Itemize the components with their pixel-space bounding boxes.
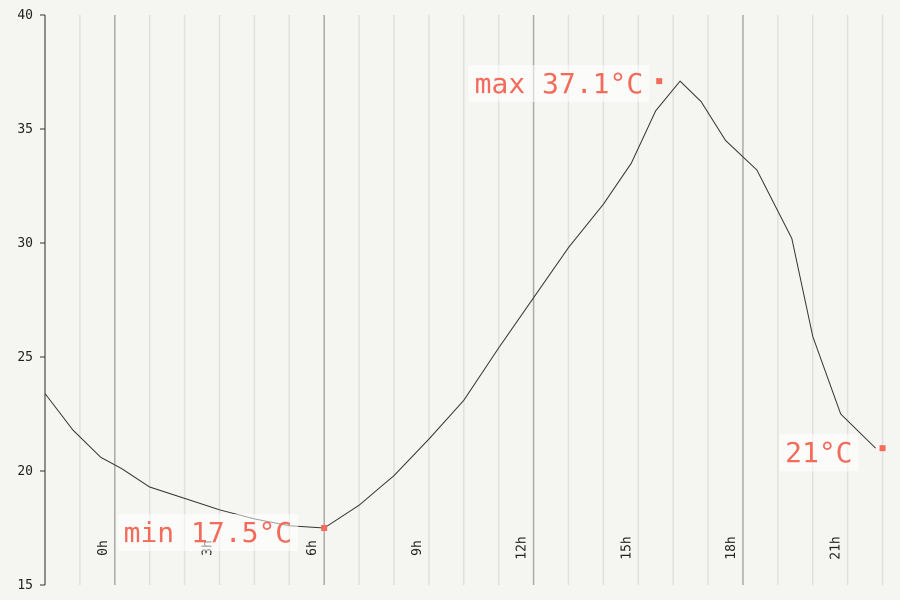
temperature-line-0 <box>44 80 876 529</box>
min-label: min 17.5°C <box>124 516 293 549</box>
x-tick-label-0h: 0h <box>96 540 111 556</box>
x-tick-label-12h: 12h <box>515 536 530 559</box>
last-marker <box>879 445 886 452</box>
min-marker <box>321 525 328 531</box>
max-marker <box>656 78 663 85</box>
y-tick-label-20: 20 <box>17 464 33 479</box>
max-label-box <box>468 65 650 103</box>
max-label: max 37.1°C <box>475 67 644 100</box>
x-tick-label-21h: 21h <box>829 536 844 559</box>
y-tick-label-40: 40 <box>17 8 33 23</box>
x-tick-label-6h: 6h <box>305 540 320 556</box>
y-tick-label-35: 35 <box>17 122 33 137</box>
last-label: 21°C <box>785 436 852 469</box>
y-tick-label-30: 30 <box>17 236 33 251</box>
x-tick-label-18h: 18h <box>724 536 739 559</box>
x-tick-label-9h: 9h <box>410 540 425 556</box>
last-label-box <box>779 434 859 472</box>
min-label-box <box>117 514 299 551</box>
x-tick-label-15h: 15h <box>619 536 634 559</box>
y-tick-label-25: 25 <box>17 350 33 365</box>
y-tick-label-15: 15 <box>17 578 33 593</box>
